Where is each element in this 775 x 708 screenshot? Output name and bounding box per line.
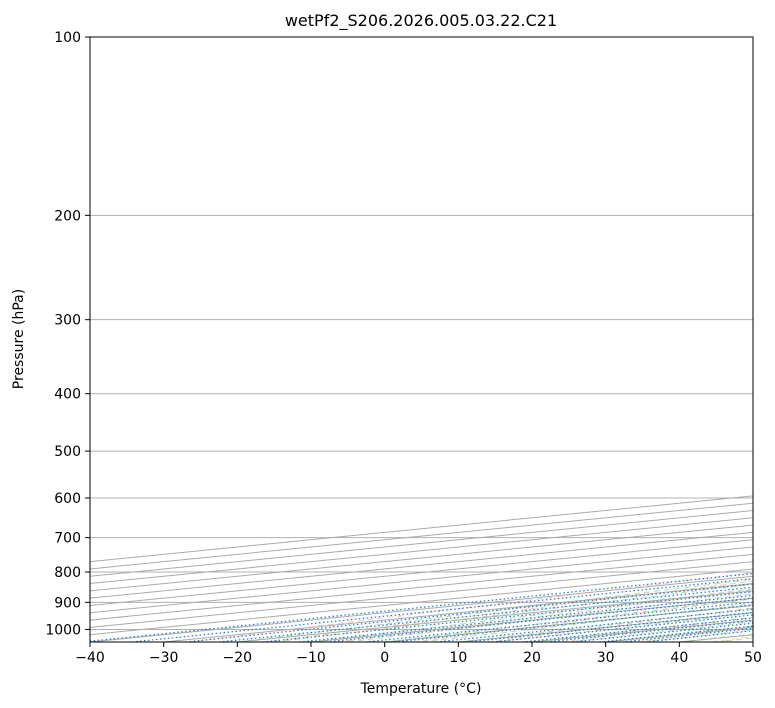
y-tick-label: 400 <box>54 387 81 403</box>
isotherm-line <box>531 619 753 642</box>
x-tick-label: 50 <box>744 650 762 666</box>
moist-adiabat-line <box>384 598 753 642</box>
mixing-ratio-line <box>436 608 753 642</box>
x-tick-label: −10 <box>296 650 326 666</box>
y-tick-label: 600 <box>54 491 81 507</box>
x-tick-label: −40 <box>75 650 105 666</box>
x-axis-label: Temperature (°C) <box>360 681 482 697</box>
x-tick-label: −20 <box>223 650 253 666</box>
x-tick-label: 40 <box>670 650 688 666</box>
mixing-ratio-line <box>394 604 753 642</box>
isotherm-line <box>90 546 753 614</box>
isotherm-line <box>90 509 753 577</box>
moist-adiabat-line <box>310 588 753 642</box>
y-tick-label: 200 <box>54 208 81 224</box>
moist-adiabat-line <box>274 583 753 642</box>
isotherm-line <box>90 568 753 636</box>
isotherm-line <box>90 502 753 570</box>
isotherm-line <box>90 524 753 592</box>
moist-adiabat-line <box>531 616 753 642</box>
isotherm-line <box>90 539 753 606</box>
moist-adiabat-line <box>568 621 753 642</box>
y-tick-label: 900 <box>54 595 81 611</box>
isotherm-line <box>752 641 753 642</box>
dry-adiabat-line <box>263 580 753 642</box>
mixing-ratio-line <box>467 611 753 642</box>
mixing-ratio-line <box>546 619 753 642</box>
dry-adiabat-line <box>487 607 753 642</box>
y-tick-label: 300 <box>54 313 81 329</box>
isotherm-line <box>163 583 753 642</box>
isotherm-line <box>679 634 753 642</box>
isotherm-line <box>237 590 753 642</box>
x-tick-label: 20 <box>523 650 541 666</box>
isotherm-line <box>90 561 753 628</box>
x-tick-label: −30 <box>149 650 179 666</box>
chart-title: wetPf2_S206.2026.005.03.22.C21 <box>285 11 557 31</box>
dry-adiabat-line <box>711 636 753 642</box>
moist-adiabat-line <box>421 603 753 642</box>
plot-frame <box>89 36 754 643</box>
x-tick-label: 0 <box>380 650 389 666</box>
isotherm-line <box>605 626 753 642</box>
mixing-ratio-line <box>262 591 753 642</box>
y-tick-label: 700 <box>54 531 81 547</box>
y-tick-label: 100 <box>54 30 81 46</box>
moist-adiabat-line <box>458 607 753 642</box>
moist-adiabat-line <box>716 637 753 642</box>
isotherm-line <box>90 531 753 599</box>
isotherm-line <box>458 612 753 642</box>
x-tick-label: 10 <box>449 650 467 666</box>
axes: −40 −30 −20 −10 0 10 20 30 40 50 100 200 300 400 500 60… <box>45 30 762 666</box>
background-lines <box>90 37 753 642</box>
mixing-ratio-line <box>365 601 753 642</box>
moist-adiabat-line <box>679 633 753 642</box>
isotherm-line <box>90 553 753 621</box>
y-tick-label: 1000 <box>45 622 81 638</box>
isotherm-line <box>90 517 753 585</box>
dry-adiabat-line <box>562 616 753 642</box>
y-axis-label: Pressure (hPa) <box>11 289 27 389</box>
y-tick-label: 500 <box>54 444 81 460</box>
dry-adiabat-line <box>188 572 753 642</box>
x-tick-label: 30 <box>597 650 615 666</box>
moist-adiabat-line <box>237 578 753 642</box>
isotherm-line <box>90 495 753 563</box>
dry-adiabat-line <box>412 598 753 642</box>
y-tick-label: 800 <box>54 565 81 581</box>
moist-adiabat-line <box>605 625 753 642</box>
isotherm-line <box>384 604 753 642</box>
